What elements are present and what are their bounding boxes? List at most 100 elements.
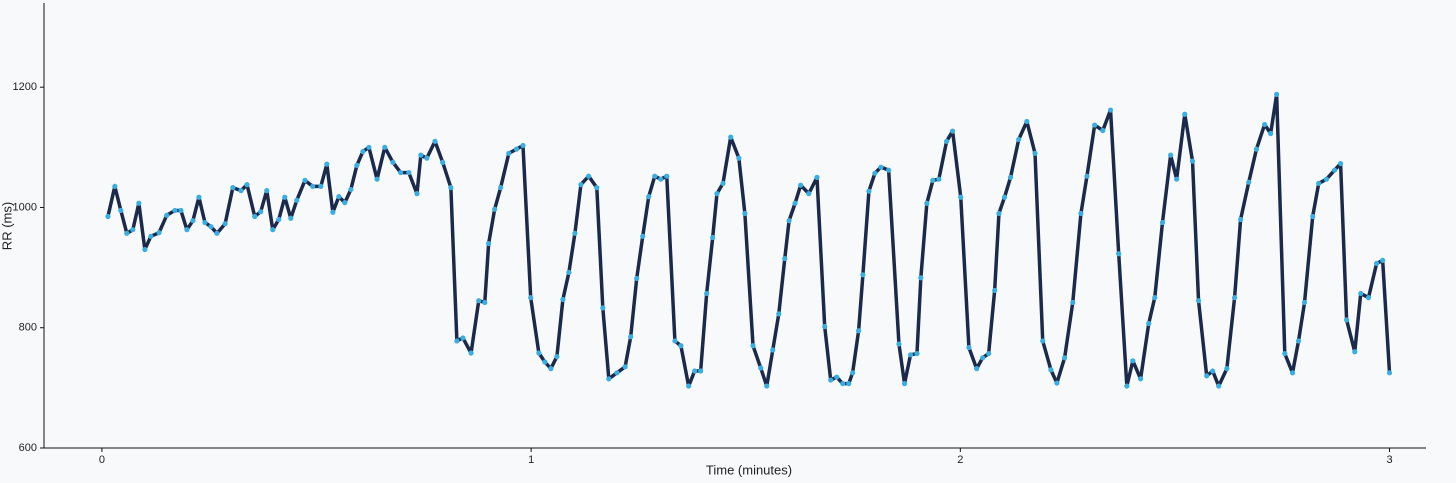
point (148, 233, 154, 239)
point (1295, 338, 1302, 344)
point (918, 275, 924, 281)
point (1337, 160, 1344, 167)
point (1124, 383, 1130, 389)
point (846, 381, 852, 387)
x-tick-label: 1 (528, 454, 534, 466)
point (548, 366, 554, 372)
point (594, 185, 600, 191)
point (528, 295, 534, 301)
point (398, 169, 404, 176)
point (222, 221, 228, 227)
point (1007, 174, 1014, 180)
point (288, 215, 294, 221)
point (382, 144, 388, 150)
point (164, 212, 170, 218)
point (1159, 219, 1166, 226)
point (566, 269, 572, 276)
y-tick-label: 1200 (13, 81, 37, 93)
y-tick-label: 600 (19, 442, 37, 454)
point (1316, 180, 1322, 187)
point (418, 152, 424, 158)
point (572, 230, 578, 236)
point (1107, 107, 1114, 113)
point (814, 174, 820, 180)
point (214, 230, 220, 236)
point (1289, 370, 1296, 376)
point (1040, 338, 1046, 344)
point (1268, 130, 1274, 137)
point (1062, 355, 1068, 361)
point (202, 219, 208, 226)
point (336, 194, 342, 200)
point (992, 287, 998, 294)
point (872, 170, 878, 176)
x-tick-label: 0 (99, 454, 105, 466)
point (924, 200, 930, 206)
point (1070, 299, 1076, 306)
point (1032, 150, 1038, 156)
point (238, 188, 244, 194)
point (506, 150, 512, 156)
point (276, 216, 282, 223)
point (914, 350, 920, 357)
point (866, 188, 872, 194)
point (792, 200, 798, 206)
point (1310, 213, 1316, 220)
point (184, 227, 190, 233)
point (390, 159, 396, 165)
point (943, 138, 950, 144)
point (360, 148, 366, 155)
point (1380, 257, 1386, 263)
point (1343, 317, 1350, 323)
point (658, 176, 664, 182)
point (692, 368, 698, 374)
point (586, 173, 592, 179)
point (840, 381, 846, 387)
point (1323, 176, 1330, 182)
point (1365, 295, 1372, 301)
point (1210, 368, 1216, 374)
point (310, 183, 316, 190)
x-tick-label: 2 (957, 454, 963, 466)
point (758, 365, 764, 371)
point (124, 230, 130, 236)
point (112, 183, 118, 190)
point (1189, 158, 1196, 164)
point (252, 213, 258, 220)
point (600, 305, 606, 311)
point (986, 350, 992, 357)
point (776, 311, 782, 317)
point (578, 182, 584, 188)
point (834, 374, 840, 380)
point (324, 161, 330, 167)
point (1100, 127, 1106, 134)
point (136, 200, 142, 206)
point (1092, 122, 1098, 128)
point (710, 234, 716, 241)
point (646, 194, 652, 200)
point (1374, 260, 1380, 266)
point (342, 200, 348, 206)
point (406, 169, 412, 176)
point (554, 353, 560, 360)
point (901, 381, 908, 387)
point (1024, 118, 1030, 125)
point (542, 359, 548, 365)
point (728, 134, 734, 140)
point (1130, 358, 1136, 364)
point (1246, 179, 1252, 185)
point (1274, 91, 1280, 98)
point (1195, 298, 1202, 304)
point (258, 209, 264, 215)
point (448, 185, 454, 191)
point (1204, 373, 1210, 379)
point (856, 328, 862, 334)
point (770, 347, 776, 353)
point (1331, 167, 1338, 173)
point (736, 155, 742, 161)
point (606, 376, 612, 382)
point (374, 176, 380, 182)
point (208, 224, 214, 230)
point (142, 246, 148, 253)
